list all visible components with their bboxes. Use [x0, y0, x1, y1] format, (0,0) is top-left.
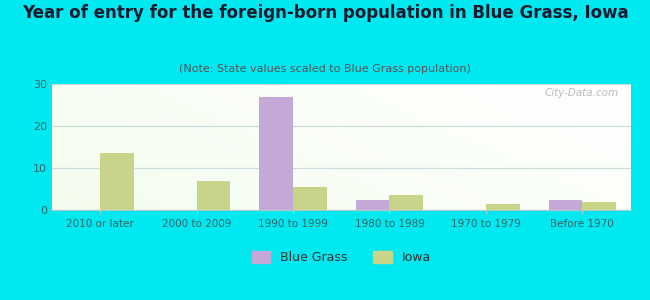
Bar	[486, 204, 519, 210]
Bar	[549, 200, 582, 210]
Text: Year of entry for the foreign-born population in Blue Grass, Iowa: Year of entry for the foreign-born popul…	[21, 4, 629, 22]
Legend: Blue Grass, Iowa: Blue Grass, Iowa	[247, 246, 436, 269]
Bar	[582, 202, 616, 210]
Bar	[100, 153, 134, 210]
Bar	[196, 181, 230, 210]
Bar	[259, 97, 293, 210]
Bar	[389, 195, 423, 210]
Text: (Note: State values scaled to Blue Grass population): (Note: State values scaled to Blue Grass…	[179, 64, 471, 74]
Bar	[293, 187, 327, 210]
Text: City-Data.com: City-Data.com	[545, 88, 619, 98]
Bar	[356, 200, 389, 210]
